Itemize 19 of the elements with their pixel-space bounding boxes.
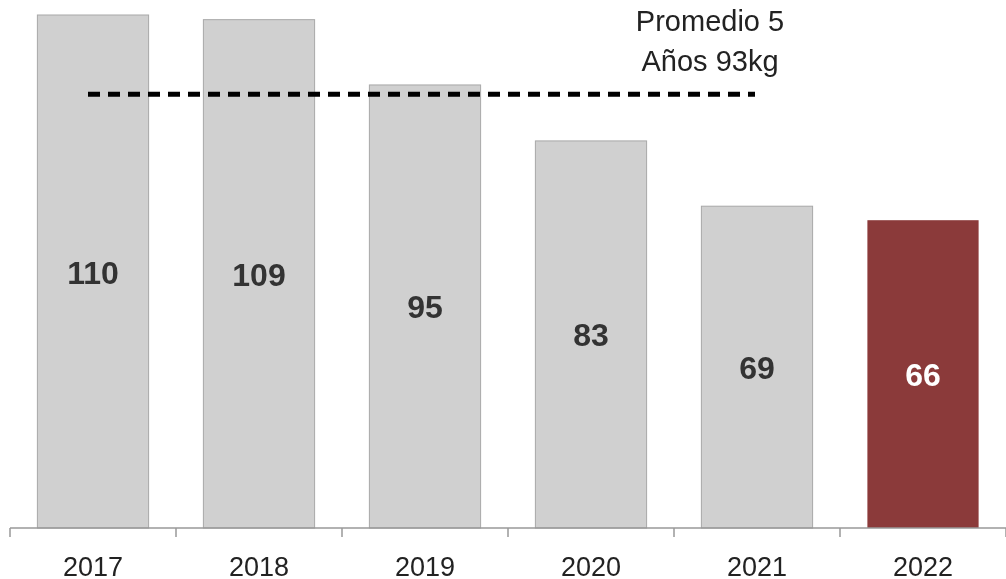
data-label: 69 [739,350,775,387]
x-tick-label: 2021 [726,552,788,579]
x-tick-label: 2019 [394,552,456,579]
bar [202,19,316,529]
data-label: 109 [232,256,286,293]
x-tick-label: 2017 [62,552,124,579]
bar [700,205,814,529]
data-label: 110 [67,254,119,291]
bar [867,220,979,528]
x-tick-label: 2020 [560,552,622,579]
data-label: 83 [573,317,609,354]
data-label: 66 [905,357,941,394]
ref-line-label: Promedio 5 Años 93kg [635,5,785,78]
data-label: 95 [407,289,443,326]
x-tick-label: 2018 [228,552,290,579]
x-tick-label: 2022 [892,552,954,579]
bar [534,140,648,529]
bar [36,14,150,529]
bar [368,84,482,529]
